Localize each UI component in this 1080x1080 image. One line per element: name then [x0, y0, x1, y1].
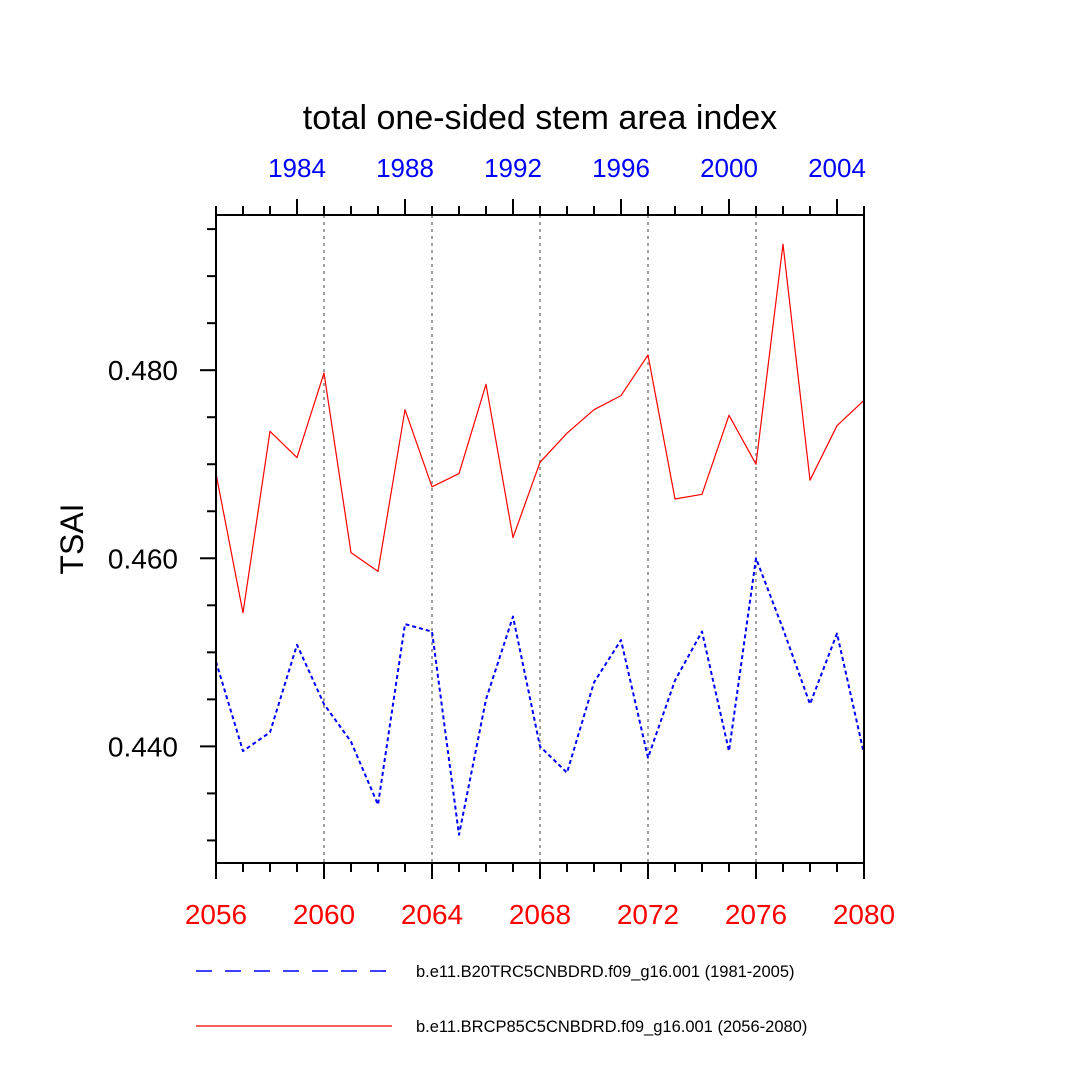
x-top-tick-label-1988: 1988 [376, 153, 434, 183]
x-top-tick-label-2004: 2004 [808, 153, 866, 183]
series-line-2 [215, 243, 865, 614]
x-bottom-tick-label-2060: 2060 [293, 899, 355, 930]
y-axis-label: TSAI [54, 503, 90, 574]
x-top-tick-label-2000: 2000 [700, 153, 758, 183]
series-line-1 [215, 557, 865, 836]
axes: 2056 2060 2064 2068 2072 2076 2080 1984 1988 1992… [108, 153, 895, 930]
x-bottom-tick-label-2056: 2056 [185, 899, 247, 930]
y-tick-label-0.460: 0.460 [108, 543, 178, 574]
x-bottom-tick-label-2068: 2068 [509, 899, 571, 930]
legend: b.e11.B20TRC5CNBDRD.f09_g16.001 (1981-20… [196, 963, 807, 1036]
y-tick-label-0.480: 0.480 [108, 355, 178, 386]
grid-lines [323, 215, 757, 863]
legend-label-2: b.e11.BRCP85C5CNBDRD.f09_g16.001 (2056-2… [416, 1018, 807, 1036]
chart-title: total one-sided stem area index [303, 99, 777, 137]
plot-series [215, 243, 865, 836]
y-tick-label-0.440: 0.440 [108, 731, 178, 762]
x-top-tick-label-1992: 1992 [484, 153, 542, 183]
legend-label-1: b.e11.B20TRC5CNBDRD.f09_g16.001 (1981-20… [416, 963, 795, 981]
x-bottom-tick-label-2064: 2064 [401, 899, 463, 930]
x-top-tick-label-1984: 1984 [268, 153, 326, 183]
x-bottom-tick-label-2072: 2072 [617, 899, 679, 930]
x-bottom-tick-label-2080: 2080 [833, 899, 895, 930]
x-top-tick-label-1996: 1996 [592, 153, 650, 183]
x-bottom-tick-label-2076: 2076 [725, 899, 787, 930]
